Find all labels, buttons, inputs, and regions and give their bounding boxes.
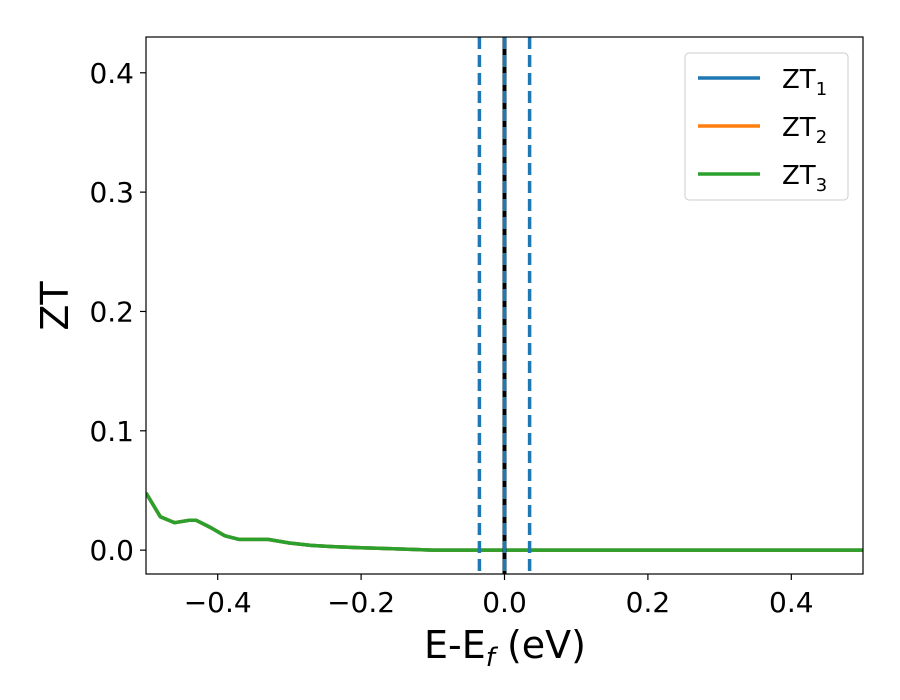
x-tick-label: 0.0 bbox=[482, 586, 527, 619]
y-tick-label: 0.4 bbox=[89, 57, 134, 90]
series-line-3 bbox=[146, 491, 863, 552]
y-tick-label: 0.1 bbox=[89, 415, 134, 448]
y-axis-label: ZT bbox=[33, 281, 77, 331]
y-tick-label: 0.3 bbox=[89, 176, 134, 209]
legend-label-2: ZT2 bbox=[782, 113, 827, 148]
x-tick-label: 0.2 bbox=[626, 586, 671, 619]
legend-label-name: ZT bbox=[782, 161, 816, 191]
x-tick-label: −0.2 bbox=[327, 586, 395, 619]
legend-label-3: ZT3 bbox=[782, 161, 827, 196]
x-axis: −0.4 −0.2 0.0 0.2 0.4 bbox=[184, 574, 814, 619]
legend-label-subscript: 3 bbox=[816, 175, 827, 196]
legend-label-name: ZT bbox=[782, 65, 816, 95]
y-axis: 0.0 0.1 0.2 0.3 0.4 bbox=[89, 57, 146, 567]
series-layer bbox=[146, 491, 863, 552]
reference-lines bbox=[477, 37, 532, 574]
x-tick-label: −0.4 bbox=[184, 586, 252, 619]
legend-label-1: ZT1 bbox=[782, 65, 827, 100]
x-axis-label-unit: (eV) bbox=[495, 623, 586, 667]
legend-box bbox=[684, 52, 849, 201]
y-tick-label: 0.2 bbox=[89, 295, 134, 328]
x-axis-label-main: E-E bbox=[424, 623, 486, 667]
legend-label-subscript: 1 bbox=[816, 79, 827, 100]
legend-label-subscript: 2 bbox=[816, 127, 827, 148]
y-tick-label: 0.0 bbox=[89, 534, 134, 567]
legend-label-name: ZT bbox=[782, 113, 816, 143]
x-tick-label: 0.4 bbox=[769, 586, 814, 619]
x-axis-label: E-Ef (eV) bbox=[424, 623, 586, 673]
